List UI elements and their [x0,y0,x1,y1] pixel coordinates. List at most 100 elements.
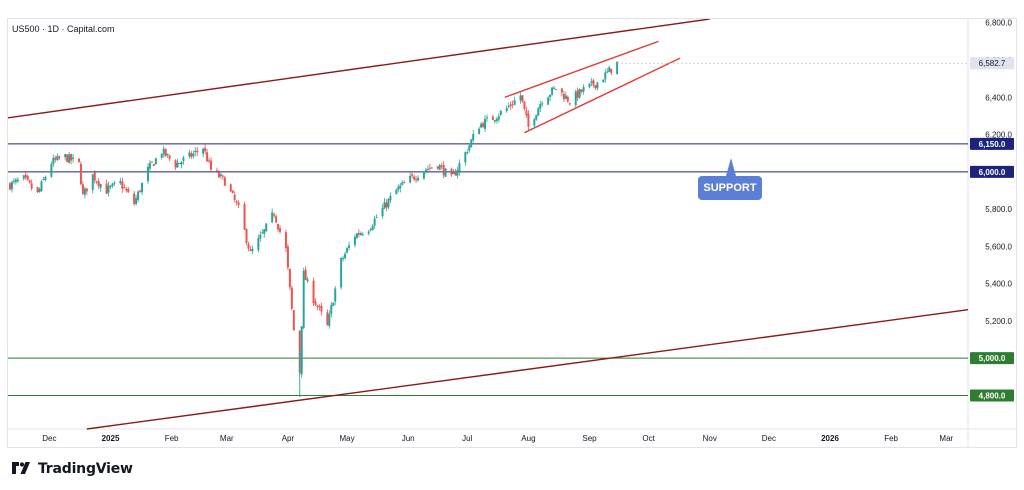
candle-body [553,87,556,89]
candle-body [564,95,567,99]
candle-body [233,194,236,200]
level-label-box [970,389,1014,402]
candle-body [361,234,364,236]
x-tick-label: 2026 [821,434,839,443]
candle-body [168,155,171,159]
candle-body [148,163,151,169]
candle-body [70,154,73,161]
candle-body [279,228,282,232]
candle-body [555,88,558,90]
y-tick-label: 5,600.0 [985,242,1012,251]
brand[interactable]: TradingView [10,461,133,477]
candle-body [190,152,193,157]
current-price-box [970,57,1014,70]
candle-body [385,202,388,208]
candle-body [340,257,343,288]
candle-body [430,167,433,169]
trend-line-wedge-lower [524,57,681,134]
candle-body [208,160,211,162]
candle-body [133,193,136,204]
candle-body [113,182,116,184]
trend-line-wedge-upper [504,40,659,98]
candle-body [438,164,441,170]
candle-body [375,217,378,219]
candle-body [235,201,238,203]
candle-body [371,225,374,230]
candle-body [389,195,392,201]
candle-body [300,326,303,375]
support-arrow-icon [726,158,736,176]
x-tick-label: Sep [582,434,597,443]
candle-body [196,150,199,153]
candle-body [229,184,232,192]
candle-body [509,104,512,107]
x-tick-label: Jul [462,434,472,443]
candle-body [164,148,167,157]
candle-body [539,104,542,109]
tradingview-logo-icon [12,462,30,474]
candle-body [426,168,429,170]
level-label: 6,150.0 [979,140,1006,149]
candle-body [436,166,439,169]
candle-body [109,185,112,187]
candle-body [381,207,384,217]
chart-frame[interactable]: 4,800.0 5,000.0 5,200.0 5,400.0 5,600.0 5,800… [7,18,1017,448]
candle-body [312,280,315,303]
candle-body [139,190,142,192]
level-label-box [970,165,1014,178]
candle-body [452,172,455,174]
candle-body [411,174,414,176]
candle-body [290,287,293,309]
trend-line-channel-upper [8,19,710,119]
candle-body [513,100,516,105]
support-label: SUPPORT [698,176,762,200]
candle-body [178,163,181,165]
candle-body [77,158,80,162]
candle-body [604,72,607,80]
candle-body [369,228,372,231]
candle-body [72,157,75,160]
candle-body [261,232,264,234]
candle-body [91,174,94,190]
candle-body [588,83,591,87]
candle-body [616,61,619,75]
candle-body [121,181,124,189]
candle-body [537,108,540,116]
candle-body [127,188,130,193]
candle-body [466,152,469,154]
candle-body [192,153,195,157]
candle-body [596,82,599,89]
candle-body [292,310,295,331]
candle-body [304,269,307,281]
candle-body [245,229,248,244]
x-tick-label: Aug [521,434,535,443]
candle-body [162,148,165,155]
candle-body [428,167,431,169]
candle-body [551,87,554,95]
candle-body [30,183,33,189]
candle-body [458,163,461,172]
candle-body [111,183,114,187]
candle-body [66,154,69,162]
candle-body [202,148,205,154]
candle-body [12,180,15,182]
candle-body [606,71,609,73]
candle-body [237,202,240,205]
candle-body [58,156,61,159]
candle-body [562,93,565,100]
candle-body [560,88,563,93]
candle-body [152,164,155,166]
price-chart[interactable]: 4,800.0 5,000.0 5,200.0 5,400.0 5,600.0 5,800… [8,19,1016,447]
candle-body [328,313,331,326]
candle-body [491,116,494,120]
candle-body [137,191,140,200]
candle-body [215,170,218,172]
candle-body [415,179,418,181]
candle-body [123,187,126,189]
candle-body [480,123,483,128]
candle-body [288,268,291,288]
candle-body [330,304,333,314]
candle-body [507,106,510,108]
candle-body [154,158,157,165]
candle-body [602,79,605,83]
